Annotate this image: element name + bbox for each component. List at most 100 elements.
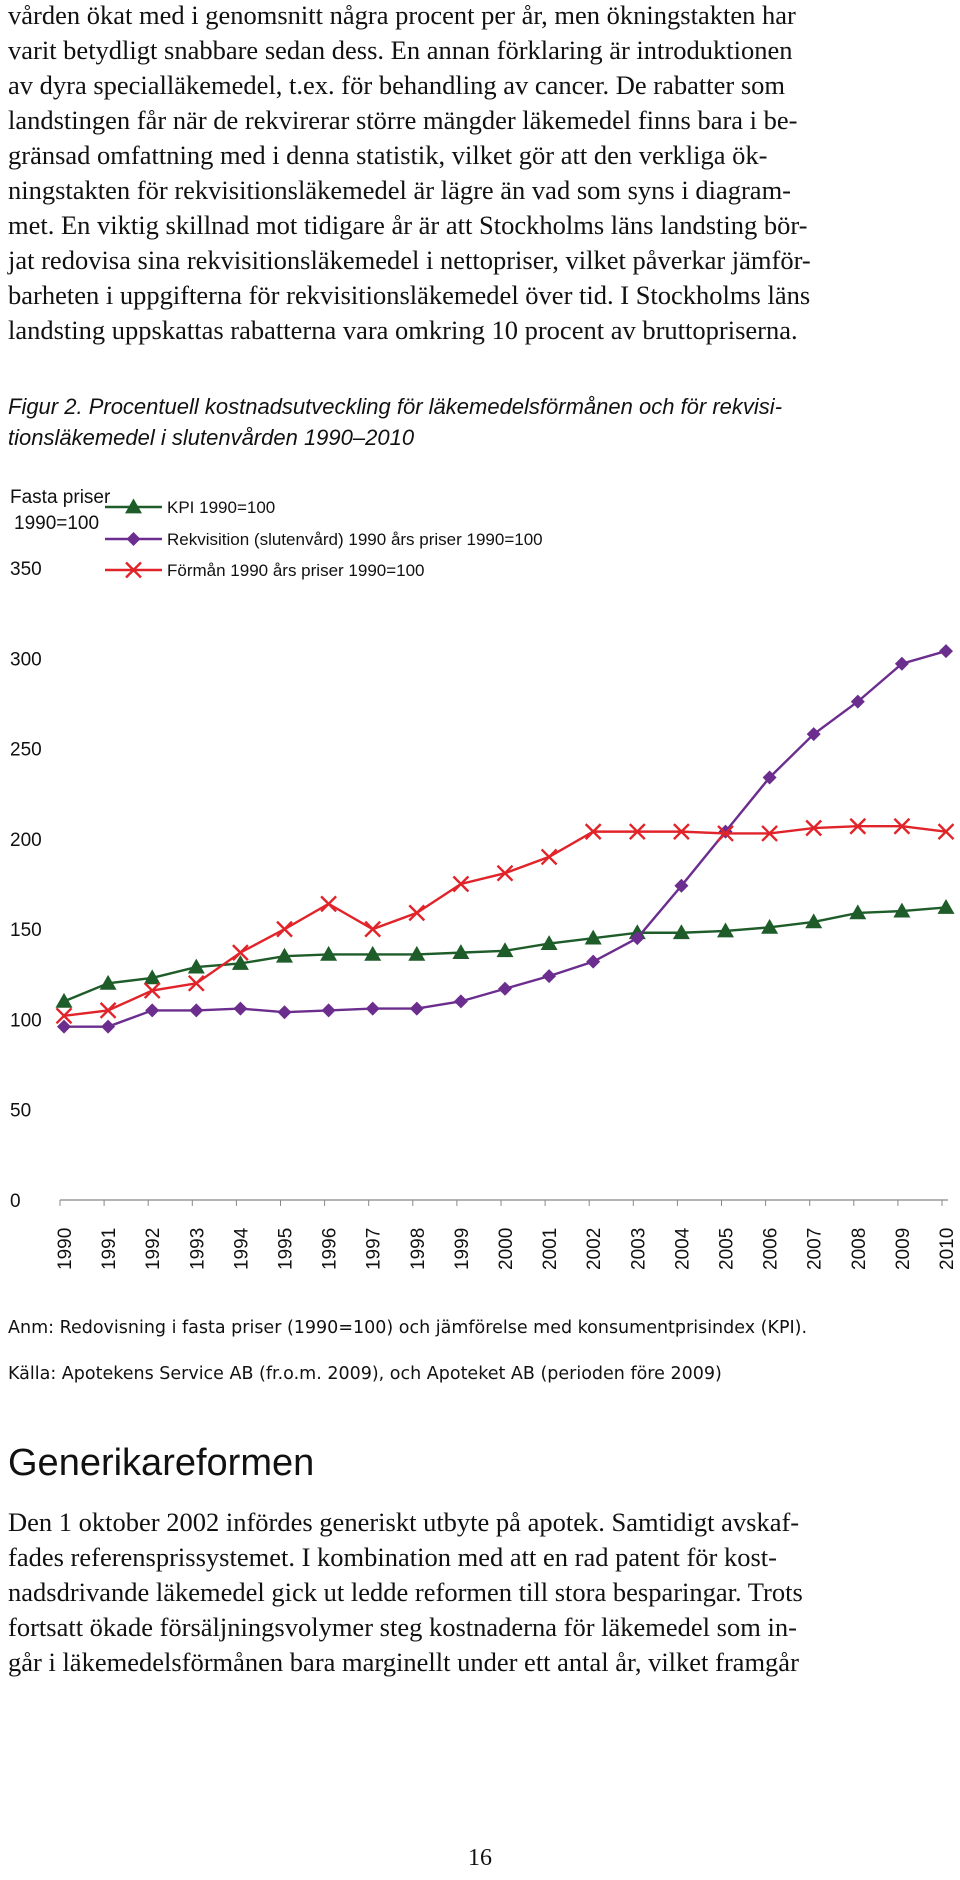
legend-marker-2 — [126, 532, 141, 546]
data-point-series-3 — [143, 982, 161, 999]
data-point-series-3 — [673, 823, 690, 840]
x-tick-label: 2004 — [672, 1227, 693, 1270]
x-tick-label: 2001 — [540, 1228, 561, 1270]
text-line: landsting uppskattas rabatterna vara omk… — [8, 315, 798, 345]
data-point-series-3 — [187, 974, 205, 992]
data-point-series-2 — [57, 1019, 71, 1034]
figure-caption: Figur 2. Procentuell kostnadsutveckling … — [8, 391, 946, 453]
data-point-series-1 — [584, 929, 602, 945]
y-tick-label: 300 — [10, 649, 42, 670]
data-point-series-1 — [187, 958, 205, 974]
text-line: nadsdrivande läkemedel gick ut ledde ref… — [8, 1577, 803, 1607]
text-line: vården ökat med i genomsnitt några proce… — [8, 0, 796, 30]
text-line: gränsad omfattning med i denna statistik… — [8, 140, 768, 170]
text-line: landstingen får när de rekvirerar större… — [8, 105, 798, 135]
data-point-series-3 — [55, 1007, 73, 1025]
x-tick-label: 2008 — [849, 1228, 870, 1270]
data-point-series-3 — [717, 825, 734, 842]
data-point-series-1 — [672, 924, 690, 940]
data-point-series-3 — [276, 920, 293, 938]
y-tick-label: 250 — [10, 740, 42, 761]
data-point-series-1 — [849, 904, 867, 920]
data-point-series-1 — [761, 918, 779, 934]
data-point-series-3 — [937, 823, 955, 840]
x-tick-label: 1990 — [55, 1228, 76, 1270]
x-tick-label: 2000 — [496, 1228, 517, 1270]
x-tick-label: 1993 — [187, 1228, 208, 1270]
data-point-series-2 — [409, 1001, 424, 1016]
section-heading: Generikareformen — [8, 1442, 315, 1484]
text-line: av dyra specialläkemedel, t.ex. för beha… — [8, 70, 785, 100]
x-tick-label: 2003 — [628, 1228, 649, 1270]
x-tick-label: 2006 — [761, 1228, 782, 1270]
y-tick-label: 350 — [10, 559, 42, 580]
x-tick-label: 2007 — [805, 1228, 826, 1270]
data-point-series-3 — [232, 944, 249, 961]
data-point-series-3 — [584, 823, 602, 840]
data-point-series-3 — [761, 825, 778, 842]
data-point-series-2 — [365, 1001, 380, 1016]
caption-line: tionsläkemedel i slutenvården 1990–2010 — [8, 425, 415, 450]
text-line: barheten i uppgifterna för rekvisitionsl… — [8, 280, 811, 310]
data-point-series-2 — [586, 954, 601, 969]
data-point-series-3 — [849, 817, 867, 835]
data-point-series-2 — [542, 969, 557, 984]
data-point-series-3 — [805, 819, 823, 837]
legend-marker-1 — [125, 498, 142, 514]
data-point-series-3 — [408, 904, 426, 922]
data-point-series-1 — [496, 942, 514, 958]
data-point-series-1 — [893, 902, 911, 918]
y-tick-label: 100 — [10, 1010, 42, 1031]
data-point-series-2 — [277, 1005, 292, 1020]
legend-label: Förmån 1990 års priser 1990=100 — [167, 561, 425, 580]
data-point-series-3 — [540, 848, 558, 866]
data-point-series-1 — [55, 992, 73, 1008]
x-tick-label: 2005 — [717, 1228, 738, 1270]
text-line: varit betydligt snabbare sedan dess. En … — [8, 35, 793, 65]
figure-note: Anm: Redovisning i fasta priser (1990=10… — [8, 1318, 808, 1338]
text-line: fades referensprissystemet. I kombinatio… — [8, 1542, 777, 1572]
caption-line: Figur 2. Procentuell kostnadsutveckling … — [8, 394, 783, 419]
data-point-series-2 — [850, 694, 865, 709]
y-axis-title: 1990=100 — [14, 513, 99, 534]
data-point-series-1 — [364, 945, 382, 961]
legend-marker-3 — [125, 561, 142, 579]
data-point-series-1 — [320, 945, 338, 961]
x-tick-label: 2010 — [937, 1228, 958, 1270]
y-tick-label: 200 — [10, 830, 42, 851]
data-point-series-2 — [233, 1001, 248, 1016]
data-point-series-2 — [630, 931, 645, 946]
data-point-series-2 — [806, 727, 821, 742]
page-number: 16 — [468, 1845, 492, 1871]
legend-label: Rekvisition (slutenvård) 1990 års priser… — [167, 530, 543, 549]
line-chart: Fasta priser 1990=100 0 50 100 150 200 250 300 35… — [10, 487, 958, 1270]
text-line: ningstakten för rekvisitionsläkemedel är… — [8, 175, 792, 205]
data-point-series-3 — [452, 875, 470, 893]
data-point-series-2 — [718, 824, 733, 839]
data-point-series-1 — [937, 898, 955, 914]
data-point-series-3 — [364, 920, 382, 938]
data-point-series-2 — [894, 656, 909, 671]
legend-label: KPI 1990=100 — [167, 498, 275, 517]
data-point-series-2 — [101, 1019, 116, 1034]
text-line: går i läkemedelsförmånen bara marginellt… — [8, 1647, 799, 1677]
x-tick-label: 1998 — [408, 1228, 429, 1270]
data-point-series-1 — [99, 974, 117, 990]
data-point-series-1 — [276, 947, 293, 963]
x-tick-label: 1994 — [231, 1227, 252, 1270]
data-point-series-3 — [496, 864, 514, 882]
data-point-series-2 — [498, 981, 512, 996]
data-point-series-1 — [540, 935, 558, 950]
data-point-series-2 — [321, 1003, 336, 1018]
data-point-series-1 — [231, 954, 249, 970]
x-tick-label: 2002 — [584, 1228, 605, 1270]
data-point-series-2 — [189, 1003, 204, 1018]
text-line: jat redovisa sina rekvisitionsläkemedel … — [8, 245, 811, 275]
x-tick-label: 1996 — [320, 1228, 341, 1270]
y-axis-title: Fasta priser — [10, 487, 111, 508]
y-tick-label: 0 — [10, 1191, 21, 1212]
data-point-series-2 — [939, 644, 953, 659]
data-point-series-2 — [145, 1003, 160, 1018]
x-tick-label: 1995 — [276, 1228, 297, 1270]
text-line: Den 1 oktober 2002 infördes generiskt ut… — [8, 1507, 800, 1537]
